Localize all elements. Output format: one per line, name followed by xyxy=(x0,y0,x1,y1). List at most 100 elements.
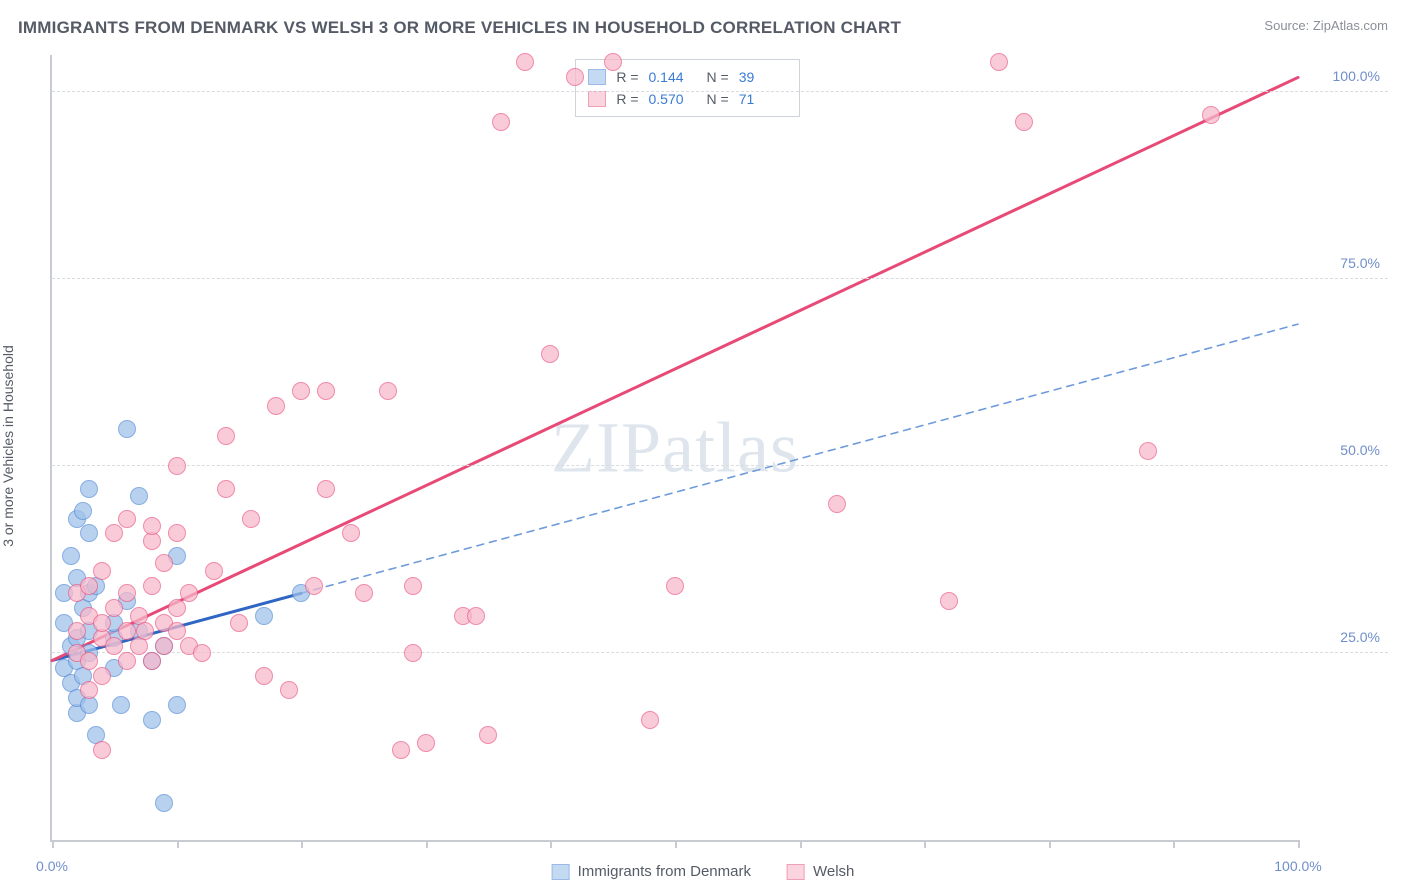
data-point xyxy=(80,480,98,498)
series-legend: Immigrants from Denmark Welsh xyxy=(552,863,855,880)
data-point xyxy=(379,382,397,400)
data-point xyxy=(940,592,958,610)
x-tick xyxy=(675,840,677,848)
data-point xyxy=(1139,442,1157,460)
data-point xyxy=(217,427,235,445)
data-point xyxy=(112,696,130,714)
r-label: R = xyxy=(616,66,638,88)
data-point xyxy=(93,614,111,632)
data-point xyxy=(93,741,111,759)
legend-swatch xyxy=(787,864,805,880)
x-tick xyxy=(301,840,303,848)
data-point xyxy=(80,652,98,670)
data-point xyxy=(105,599,123,617)
data-point xyxy=(80,524,98,542)
x-tick xyxy=(550,840,552,848)
data-point xyxy=(93,667,111,685)
data-point xyxy=(155,794,173,812)
data-point xyxy=(168,524,186,542)
data-point xyxy=(1202,106,1220,124)
x-tick xyxy=(800,840,802,848)
data-point xyxy=(155,554,173,572)
gridline xyxy=(52,91,1388,92)
data-point xyxy=(267,397,285,415)
data-point xyxy=(143,577,161,595)
data-point xyxy=(136,622,154,640)
data-point xyxy=(280,681,298,699)
data-point xyxy=(80,681,98,699)
legend-item: Welsh xyxy=(787,863,854,880)
x-tick xyxy=(177,840,179,848)
data-point xyxy=(74,502,92,520)
data-point xyxy=(467,607,485,625)
y-tick-label: 25.0% xyxy=(1340,629,1380,645)
data-point xyxy=(105,524,123,542)
trend-lines xyxy=(52,55,1298,840)
data-point xyxy=(230,614,248,632)
data-point xyxy=(118,652,136,670)
data-point xyxy=(80,577,98,595)
data-point xyxy=(93,562,111,580)
data-point xyxy=(305,577,323,595)
data-point xyxy=(143,652,161,670)
y-axis-label: 3 or more Vehicles in Household xyxy=(0,345,16,547)
data-point xyxy=(180,584,198,602)
data-point xyxy=(168,696,186,714)
data-point xyxy=(355,584,373,602)
data-point xyxy=(666,577,684,595)
x-tick-label: 100.0% xyxy=(1274,858,1321,874)
data-point xyxy=(168,599,186,617)
data-point xyxy=(541,345,559,363)
data-point xyxy=(828,495,846,513)
data-point xyxy=(255,607,273,625)
data-point xyxy=(255,667,273,685)
legend-label: Welsh xyxy=(813,863,854,880)
data-point xyxy=(143,517,161,535)
n-label: N = xyxy=(707,66,729,88)
source-value: ZipAtlas.com xyxy=(1313,18,1388,33)
x-tick xyxy=(1049,840,1051,848)
data-point xyxy=(1015,113,1033,131)
legend-label: Immigrants from Denmark xyxy=(578,863,751,880)
data-point xyxy=(604,53,622,71)
gridline xyxy=(52,465,1388,466)
data-point xyxy=(566,68,584,86)
data-point xyxy=(68,622,86,640)
data-point xyxy=(479,726,497,744)
data-point xyxy=(217,480,235,498)
x-tick xyxy=(1298,840,1300,848)
data-point xyxy=(242,510,260,528)
x-tick xyxy=(1173,840,1175,848)
data-point xyxy=(404,577,422,595)
data-point xyxy=(492,113,510,131)
data-point xyxy=(105,637,123,655)
x-tick xyxy=(52,840,54,848)
legend-swatch xyxy=(552,864,570,880)
source-label: Source: xyxy=(1264,18,1309,33)
data-point xyxy=(641,711,659,729)
data-point xyxy=(130,487,148,505)
n-value: 39 xyxy=(739,66,787,88)
data-point xyxy=(118,622,136,640)
x-tick-label: 0.0% xyxy=(36,858,68,874)
watermark: ZIPatlas xyxy=(551,406,799,489)
x-tick xyxy=(426,840,428,848)
legend-item: Immigrants from Denmark xyxy=(552,863,751,880)
data-point xyxy=(392,741,410,759)
data-point xyxy=(342,524,360,542)
legend-swatch xyxy=(588,91,606,107)
r-value: 0.144 xyxy=(649,66,697,88)
data-point xyxy=(205,562,223,580)
x-tick xyxy=(924,840,926,848)
data-point xyxy=(155,637,173,655)
data-point xyxy=(516,53,534,71)
y-tick-label: 50.0% xyxy=(1340,442,1380,458)
data-point xyxy=(193,644,211,662)
data-point xyxy=(118,420,136,438)
source-attribution: Source: ZipAtlas.com xyxy=(1264,18,1388,33)
data-point xyxy=(317,480,335,498)
data-point xyxy=(417,734,435,752)
data-point xyxy=(118,510,136,528)
data-point xyxy=(168,622,186,640)
y-tick-label: 75.0% xyxy=(1340,255,1380,271)
